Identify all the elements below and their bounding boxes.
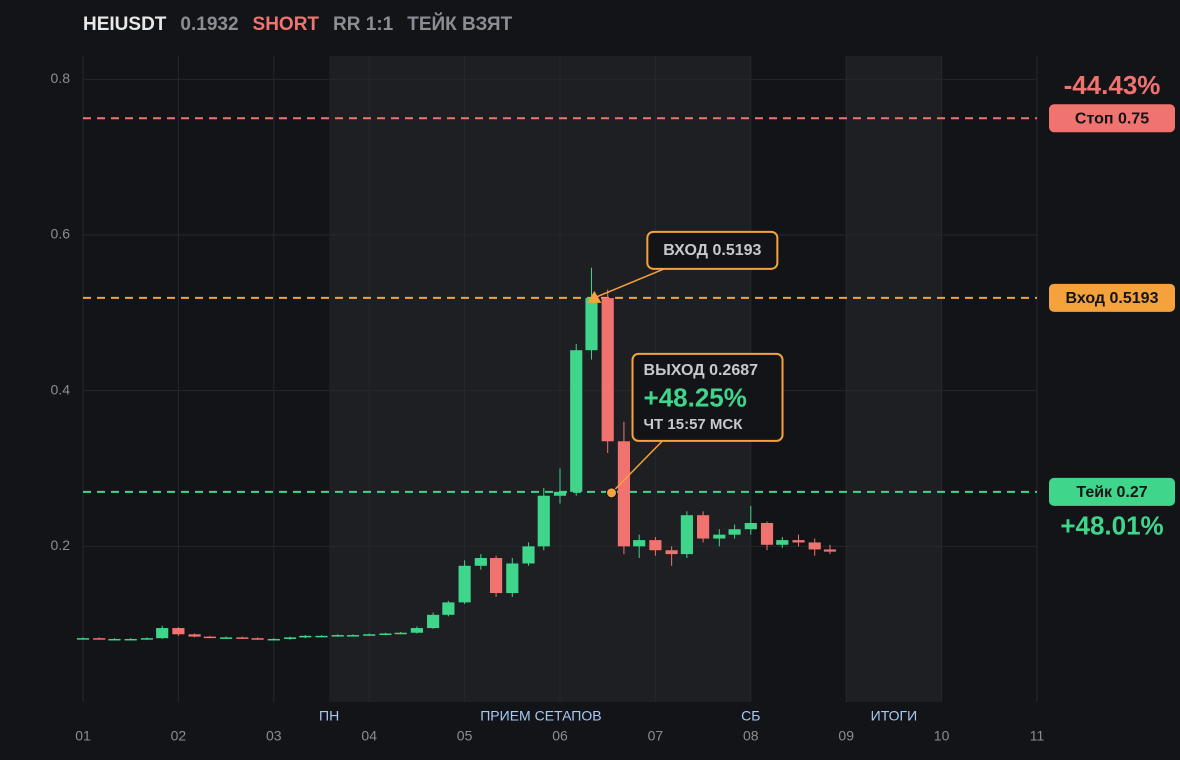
x-tick-label: 06 bbox=[552, 728, 568, 744]
risk-reward: RR 1:1 bbox=[333, 14, 394, 35]
session-label: ПН bbox=[319, 708, 339, 724]
level-tag bbox=[1049, 477, 1175, 506]
level-tag-label: Стоп 0.75 bbox=[1075, 110, 1149, 127]
session-shade bbox=[846, 56, 942, 702]
session-label: ИТОГИ bbox=[871, 708, 918, 724]
x-tick-label: 04 bbox=[361, 728, 377, 744]
candle-body bbox=[490, 558, 503, 594]
candle-body bbox=[474, 558, 487, 566]
candle-body bbox=[203, 636, 216, 639]
candle-body bbox=[776, 540, 789, 545]
candle-body bbox=[283, 637, 297, 639]
candle-body bbox=[331, 635, 344, 637]
price: 0.1932 bbox=[180, 14, 239, 35]
header: HEIUSDT 0.1932 SHORT RR 1:1 ТЕЙК ВЗЯТ bbox=[83, 14, 512, 36]
exit-text: ВЫХОД 0.2687 bbox=[644, 362, 759, 379]
level-pct: -44.43% bbox=[1064, 70, 1161, 100]
candle-body bbox=[124, 638, 137, 641]
candle-body bbox=[760, 522, 774, 545]
candle-body bbox=[697, 515, 710, 539]
symbol: HEIUSDT bbox=[83, 14, 167, 35]
candle-body bbox=[410, 628, 423, 633]
x-tick-label: 09 bbox=[838, 728, 854, 744]
candle-body bbox=[394, 632, 407, 635]
x-tick-label: 01 bbox=[75, 728, 91, 744]
candle-body bbox=[363, 634, 376, 636]
status: ТЕЙК ВЗЯТ bbox=[407, 14, 513, 35]
candle-body bbox=[379, 633, 392, 636]
candle-body bbox=[108, 638, 121, 641]
candle-body bbox=[680, 515, 693, 555]
candle-body bbox=[140, 638, 153, 640]
candle-body bbox=[172, 628, 185, 635]
entry-marker bbox=[587, 290, 602, 303]
candle-body bbox=[808, 542, 821, 550]
candle-body bbox=[506, 563, 519, 594]
y-tick-label: 0.2 bbox=[51, 537, 71, 553]
x-tick-label: 11 bbox=[1030, 728, 1045, 744]
x-tick-label: 05 bbox=[457, 728, 473, 744]
level-tag bbox=[1049, 283, 1175, 312]
candle-body bbox=[188, 634, 201, 637]
candle-body bbox=[553, 491, 567, 496]
candle-body bbox=[713, 534, 726, 539]
candle-body bbox=[251, 638, 264, 640]
x-tick-label: 08 bbox=[743, 728, 759, 744]
x-tick-label: 03 bbox=[266, 728, 282, 744]
candle-body bbox=[236, 637, 249, 639]
entry-box bbox=[646, 230, 779, 270]
entry-text: ВХОД 0.5193 bbox=[663, 242, 761, 259]
y-tick-label: 0.8 bbox=[51, 70, 71, 86]
candle-body bbox=[156, 628, 169, 639]
y-tick-label: 0.4 bbox=[51, 381, 71, 397]
candle-body bbox=[537, 495, 550, 547]
candle-body bbox=[792, 540, 805, 543]
candle-body bbox=[522, 546, 535, 564]
candle-body bbox=[93, 638, 106, 640]
candle-body bbox=[299, 635, 312, 638]
exit-pnl: +48.25% bbox=[644, 383, 747, 413]
candle-body bbox=[649, 540, 662, 551]
candle-body bbox=[633, 540, 646, 547]
candle-body bbox=[617, 441, 630, 547]
candle-body bbox=[728, 529, 741, 535]
candle-body bbox=[665, 550, 678, 555]
candle-body bbox=[427, 614, 440, 629]
exit-time: ЧТ 15:57 МСК bbox=[644, 416, 744, 433]
level-pct: +48.01% bbox=[1060, 511, 1163, 541]
candle-body bbox=[601, 298, 614, 442]
candle-body bbox=[570, 350, 583, 492]
candle-body bbox=[442, 602, 455, 615]
candle-body bbox=[346, 635, 360, 637]
candle-body bbox=[458, 565, 471, 603]
candle-body bbox=[315, 635, 328, 638]
exit-marker bbox=[606, 487, 618, 499]
x-tick-label: 02 bbox=[171, 728, 187, 744]
side: SHORT bbox=[252, 14, 320, 35]
candle-body bbox=[76, 638, 90, 640]
candle-body bbox=[823, 549, 837, 552]
exit-box bbox=[631, 352, 784, 442]
candle-body bbox=[744, 522, 757, 530]
y-tick-label: 0.6 bbox=[51, 226, 71, 242]
x-tick-label: 07 bbox=[648, 728, 664, 744]
x-tick-label: 10 bbox=[934, 728, 950, 744]
candle-body bbox=[220, 637, 233, 639]
session-label: ПРИЕМ СЕТАПОВ bbox=[480, 708, 601, 724]
entry-connector bbox=[594, 268, 665, 299]
level-tag-label: Вход 0.5193 bbox=[1066, 290, 1159, 307]
level-tag bbox=[1049, 104, 1175, 133]
exit-connector bbox=[610, 440, 664, 494]
candle-body bbox=[585, 298, 598, 351]
session-label: СБ bbox=[741, 708, 760, 724]
level-tag-label: Тейк 0.27 bbox=[1076, 484, 1147, 501]
candle-body bbox=[267, 638, 280, 641]
